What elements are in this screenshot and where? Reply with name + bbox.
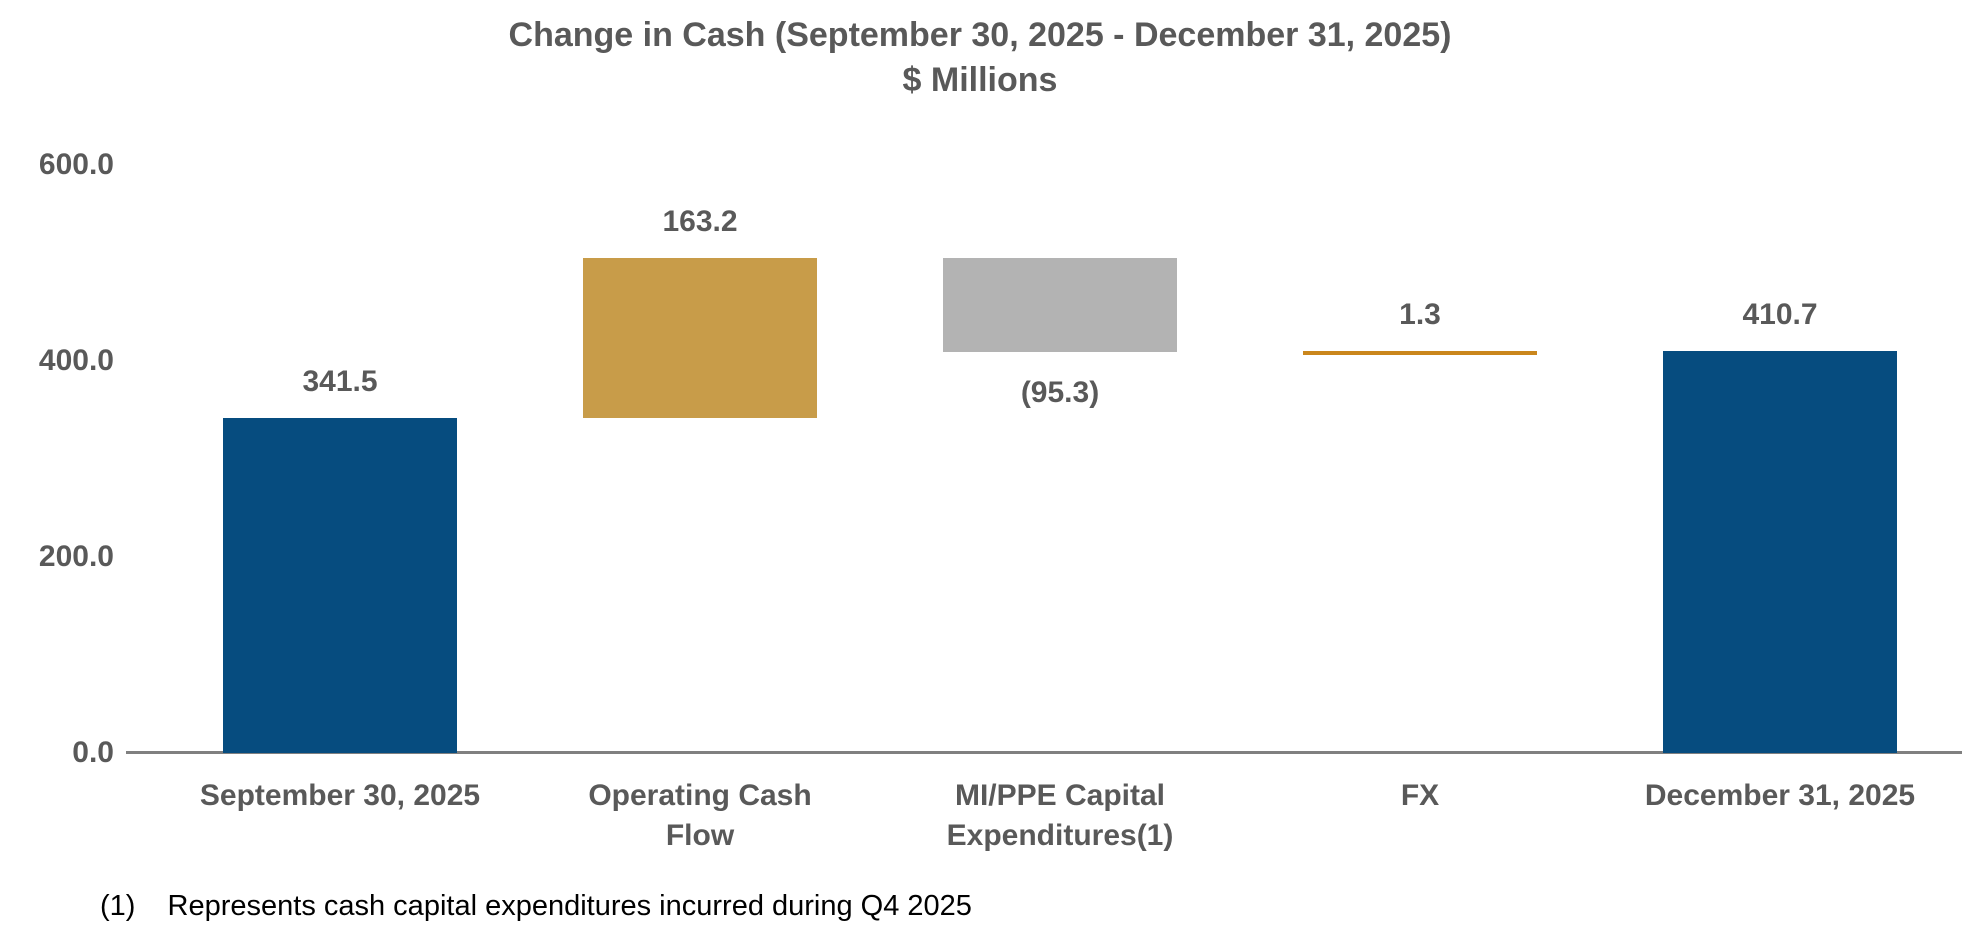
y-axis-tick-400-0: 400.0 xyxy=(38,344,114,377)
chart-title: Change in Cash (September 30, 2025 - Dec… xyxy=(30,13,1930,103)
bar-mi-ppe-capital-expenditures-1 xyxy=(943,258,1177,352)
bar-value-label-september-30-2025: 341.5 xyxy=(302,365,378,399)
x-axis-label-operating-cash-flow: Operating Cash Flow xyxy=(588,779,812,852)
y-axis-tick-200-0: 200.0 xyxy=(38,540,114,573)
x-axis-label-september-30-2025: September 30, 2025 xyxy=(199,779,481,812)
x-axis-label-mi-ppe-capital-expenditures-1: MI/PPE Capital Expenditures(1) xyxy=(946,779,1174,852)
bar-value-label-mi-ppe-capital-expenditures-1: (95.3) xyxy=(1020,375,1100,409)
bar-december-31-2025 xyxy=(1663,350,1897,753)
bar-value-label-fx: 1.3 xyxy=(1399,297,1441,331)
bar-fx xyxy=(1303,350,1537,355)
x-axis-label-fx: FX xyxy=(1400,779,1440,812)
x-axis-line xyxy=(126,751,1962,754)
y-axis-tick-0-0: 0.0 xyxy=(72,736,114,769)
chart-title-line1: Change in Cash (September 30, 2025 - Dec… xyxy=(508,16,1452,54)
footnote: (1) Represents cash capital expenditures… xyxy=(100,890,972,923)
footnote-text: Represents cash capital expenditures inc… xyxy=(167,890,972,922)
bar-september-30-2025 xyxy=(223,418,457,753)
footnote-marker: (1) xyxy=(100,890,136,922)
bar-value-label-operating-cash-flow: 163.2 xyxy=(662,205,738,239)
bar-operating-cash-flow xyxy=(583,258,817,419)
y-axis-tick-600-0: 600.0 xyxy=(38,148,114,181)
x-axis-label-december-31-2025: December 31, 2025 xyxy=(1644,779,1916,812)
chart-title-units: $ Millions xyxy=(902,61,1058,99)
bar-value-label-december-31-2025: 410.7 xyxy=(1742,297,1818,331)
